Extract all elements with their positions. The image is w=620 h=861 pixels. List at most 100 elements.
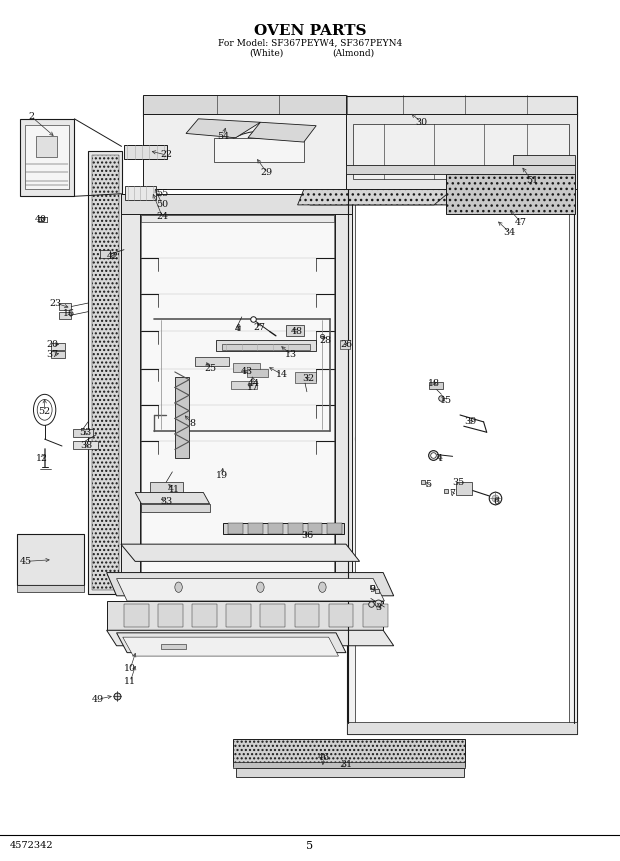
Polygon shape bbox=[232, 363, 260, 372]
Circle shape bbox=[319, 582, 326, 592]
Polygon shape bbox=[107, 573, 394, 596]
Polygon shape bbox=[175, 377, 189, 458]
Text: 30: 30 bbox=[415, 118, 428, 127]
Polygon shape bbox=[346, 165, 575, 174]
Text: 29: 29 bbox=[260, 168, 273, 177]
Polygon shape bbox=[232, 739, 465, 766]
Text: 1: 1 bbox=[236, 325, 242, 333]
Polygon shape bbox=[88, 151, 122, 594]
Polygon shape bbox=[446, 174, 575, 214]
Text: 46: 46 bbox=[317, 753, 330, 762]
Polygon shape bbox=[121, 579, 352, 594]
Polygon shape bbox=[347, 112, 577, 734]
Text: 31: 31 bbox=[340, 760, 352, 769]
Text: 28: 28 bbox=[319, 336, 332, 344]
Polygon shape bbox=[100, 250, 110, 258]
Polygon shape bbox=[222, 344, 310, 350]
Text: 14: 14 bbox=[276, 370, 288, 379]
Text: 41: 41 bbox=[167, 485, 180, 493]
Text: 19: 19 bbox=[216, 471, 228, 480]
Text: 34: 34 bbox=[503, 228, 516, 237]
Polygon shape bbox=[513, 155, 575, 165]
Circle shape bbox=[257, 582, 264, 592]
Polygon shape bbox=[347, 722, 577, 734]
Polygon shape bbox=[73, 441, 98, 449]
Polygon shape bbox=[327, 523, 342, 534]
Text: 5: 5 bbox=[425, 480, 431, 489]
Text: 17: 17 bbox=[247, 383, 259, 392]
Text: 42: 42 bbox=[107, 252, 119, 261]
Text: 23: 23 bbox=[50, 299, 62, 307]
Text: 55: 55 bbox=[156, 189, 169, 198]
Text: 12: 12 bbox=[36, 454, 48, 462]
Polygon shape bbox=[143, 95, 346, 114]
Polygon shape bbox=[25, 125, 69, 189]
Polygon shape bbox=[123, 637, 339, 656]
Polygon shape bbox=[51, 343, 65, 350]
Polygon shape bbox=[36, 136, 57, 157]
Text: 37: 37 bbox=[46, 350, 59, 359]
Polygon shape bbox=[355, 122, 569, 723]
Text: 40: 40 bbox=[34, 215, 46, 224]
Polygon shape bbox=[353, 124, 569, 179]
Polygon shape bbox=[143, 114, 346, 189]
Text: 50: 50 bbox=[156, 201, 169, 209]
Polygon shape bbox=[248, 523, 263, 534]
Polygon shape bbox=[236, 768, 464, 777]
Polygon shape bbox=[59, 312, 71, 319]
Text: 7: 7 bbox=[450, 489, 456, 498]
Text: 5: 5 bbox=[306, 840, 314, 851]
Text: 3: 3 bbox=[375, 603, 381, 611]
Text: 4: 4 bbox=[437, 454, 443, 462]
Text: (White): (White) bbox=[249, 49, 284, 58]
Text: 44: 44 bbox=[248, 379, 260, 387]
Polygon shape bbox=[17, 534, 84, 585]
Polygon shape bbox=[117, 579, 384, 601]
Polygon shape bbox=[298, 139, 471, 205]
Polygon shape bbox=[125, 186, 156, 200]
Polygon shape bbox=[117, 633, 346, 653]
Polygon shape bbox=[121, 194, 140, 594]
Text: 35: 35 bbox=[453, 478, 465, 486]
Polygon shape bbox=[121, 194, 352, 214]
Text: 22: 22 bbox=[160, 151, 172, 159]
Polygon shape bbox=[231, 381, 257, 389]
Polygon shape bbox=[73, 429, 93, 437]
Text: 20: 20 bbox=[46, 340, 59, 349]
Text: 32: 32 bbox=[303, 375, 315, 383]
Text: 16: 16 bbox=[63, 309, 76, 318]
Text: 54: 54 bbox=[217, 132, 229, 140]
Text: 43: 43 bbox=[241, 368, 253, 376]
Text: 2: 2 bbox=[28, 112, 34, 121]
Text: 51: 51 bbox=[526, 177, 538, 185]
Polygon shape bbox=[232, 762, 465, 768]
Polygon shape bbox=[335, 194, 352, 594]
Polygon shape bbox=[161, 644, 186, 649]
Polygon shape bbox=[248, 122, 316, 142]
Text: 6: 6 bbox=[493, 497, 499, 505]
Polygon shape bbox=[107, 601, 383, 630]
Polygon shape bbox=[247, 369, 268, 377]
Text: 10: 10 bbox=[124, 665, 136, 673]
Text: 45: 45 bbox=[20, 557, 32, 566]
Text: 13: 13 bbox=[285, 350, 298, 359]
Polygon shape bbox=[228, 523, 243, 534]
Text: 18: 18 bbox=[428, 379, 440, 387]
Polygon shape bbox=[363, 604, 388, 627]
Text: 8: 8 bbox=[189, 419, 195, 428]
Polygon shape bbox=[288, 523, 303, 534]
Polygon shape bbox=[329, 604, 353, 627]
Polygon shape bbox=[20, 119, 74, 196]
Polygon shape bbox=[429, 382, 443, 389]
Polygon shape bbox=[51, 351, 65, 358]
Text: 52: 52 bbox=[38, 407, 51, 416]
Text: 49: 49 bbox=[92, 695, 104, 703]
Text: 48: 48 bbox=[290, 327, 303, 336]
Polygon shape bbox=[294, 372, 316, 383]
Text: 53: 53 bbox=[79, 428, 92, 437]
Text: eReplacementParts.com: eReplacementParts.com bbox=[242, 434, 378, 444]
Polygon shape bbox=[107, 630, 394, 646]
Polygon shape bbox=[214, 138, 304, 162]
Text: 27: 27 bbox=[253, 323, 265, 331]
Polygon shape bbox=[310, 139, 471, 205]
